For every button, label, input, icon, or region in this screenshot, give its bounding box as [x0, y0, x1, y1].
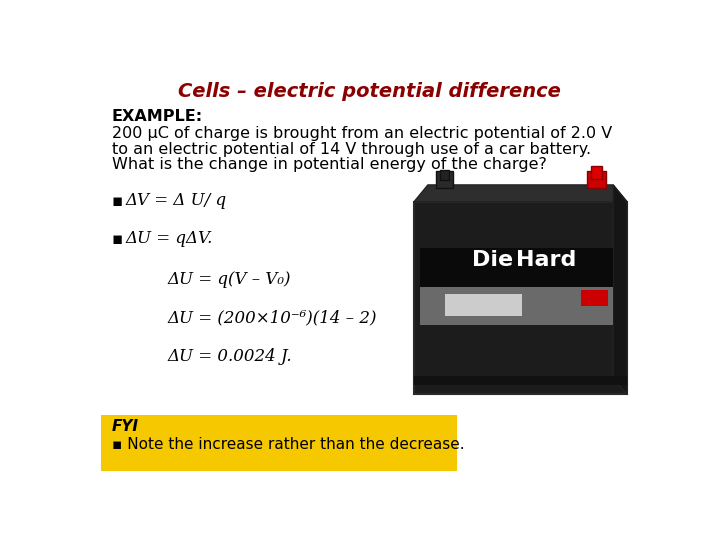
Text: Cells – electric potential difference: Cells – electric potential difference — [178, 82, 560, 101]
Polygon shape — [613, 185, 627, 394]
Bar — [414, 376, 627, 385]
Bar — [101, 415, 457, 470]
Text: 200 μC of charge is brought from an electric potential of 2.0 V: 200 μC of charge is brought from an elec… — [112, 126, 612, 141]
Text: to an electric potential of 14 V through use of a car battery.: to an electric potential of 14 V through… — [112, 142, 591, 157]
Text: ▪ Note the increase rather than the decrease.: ▪ Note the increase rather than the decr… — [112, 437, 464, 451]
Text: Hard: Hard — [516, 249, 577, 269]
Text: ΔV = Δ U/ q: ΔV = Δ U/ q — [126, 192, 227, 209]
Text: ▪: ▪ — [112, 231, 123, 248]
Bar — [591, 166, 601, 179]
Text: FYI: FYI — [112, 419, 139, 434]
Text: ΔU = 0.0024 J.: ΔU = 0.0024 J. — [168, 348, 292, 365]
Bar — [420, 287, 613, 325]
Text: ΔU = qΔV.: ΔU = qΔV. — [126, 231, 213, 247]
Bar — [580, 291, 608, 306]
Text: ΔU = (200×10⁻⁶)(14 – 2): ΔU = (200×10⁻⁶)(14 – 2) — [168, 309, 377, 327]
Bar — [414, 202, 627, 394]
Text: ▪: ▪ — [112, 192, 123, 210]
Bar — [436, 171, 453, 188]
Text: ΔU = q(V – V₀): ΔU = q(V – V₀) — [168, 271, 291, 288]
Bar — [439, 170, 449, 180]
Bar — [587, 171, 606, 188]
Text: What is the change in potential energy of the charge?: What is the change in potential energy o… — [112, 157, 546, 172]
Text: Die: Die — [472, 249, 513, 269]
Text: EXAMPLE:: EXAMPLE: — [112, 110, 203, 124]
Bar — [420, 248, 613, 325]
Bar — [445, 294, 523, 316]
Polygon shape — [414, 185, 627, 202]
